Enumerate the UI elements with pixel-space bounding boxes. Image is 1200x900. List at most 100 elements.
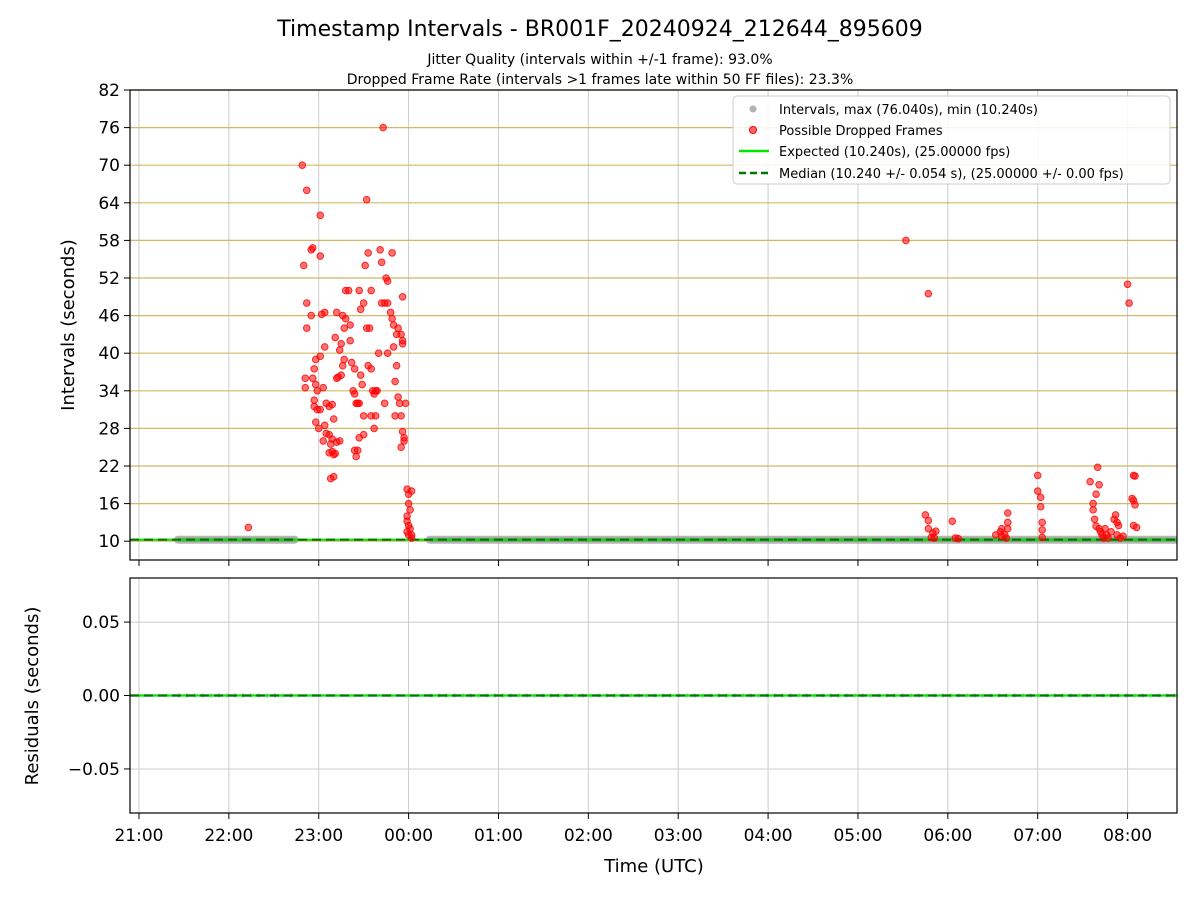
dropped-frame-point [1114,521,1123,530]
dropped-frame-point [1038,526,1046,534]
dropped-frame-point [1003,518,1012,527]
dropped-frame-point [371,412,380,420]
dropped-frame-point [924,524,933,533]
dropped-frame-point [1089,499,1097,508]
y-tick-label: 70 [98,156,120,176]
dropped-frame-point [320,421,329,430]
dropped-frame-point [1089,506,1097,514]
dropped-frame-point [307,311,316,320]
dropped-frame-point [355,286,363,295]
x-axis-label: Time (UTC) [603,856,704,877]
dropped-frame-point [902,236,910,245]
x-tick-label: 08:00 [1103,826,1152,846]
dropped-frame-point [407,534,416,542]
dropped-frame-point [302,186,311,195]
dropped-frame-point [1123,280,1132,289]
y-tick-label: 58 [98,231,120,251]
dropped-frame-point [244,523,253,532]
dropped-frame-point [311,418,320,426]
figure-subtitle-jitter: Jitter Quality (intervals within +/-1 fr… [426,52,772,68]
dropped-frame-point [337,371,345,379]
dropped-frame-point [374,349,383,358]
dropped-frame-point [365,324,374,332]
dropped-frame-point [316,352,325,361]
legend-box [732,95,1171,185]
dropped-frame-point [346,321,354,329]
dropped-frame-point [954,534,963,543]
dropped-frame-point [398,340,407,348]
legend: Intervals, max (76.040s), min (10.240s) P… [732,95,1171,185]
dropped-frame-point [997,532,1006,540]
y-tick-label: 28 [98,419,120,439]
legend-label: Intervals, max (76.040s), min (10.240s) [779,103,1038,118]
dropped-frame-point [319,383,328,392]
dropped-frame-point [335,437,344,445]
dropped-frame-point [314,424,323,433]
legend-label: Median (10.240 +/- 0.054 s), (25.00000 +… [779,167,1124,182]
dropped-frame-point [1003,524,1012,533]
dropped-frame-point [329,472,338,481]
dropped-frame-point [1107,528,1115,536]
dropped-frame-point [383,277,392,285]
dropped-frame-point [346,336,354,345]
y-tick-label: 10 [98,532,120,552]
dropped-frame-point [1111,511,1120,519]
dropped-frame-point [299,261,308,270]
dropped-frame-point [383,299,392,307]
dropped-frame-point [341,314,350,323]
dropped-frame-point [388,314,396,323]
dropped-frame-point [298,161,307,169]
dropped-frame-point [355,434,363,442]
dropped-frame-point [401,399,410,408]
dropped-frame-point [924,289,933,298]
dropped-frame-point [1132,523,1141,532]
x-tick-label: 00:00 [384,826,433,846]
dropped-frame-point [1038,533,1046,542]
x-tick-label: 21:00 [114,826,163,846]
dropped-frame-point [320,343,329,351]
legend-interval-marker [749,105,757,113]
x-tick-label: 07:00 [1013,826,1062,846]
dropped-frame-point [332,308,341,317]
dropped-frame-point [404,499,413,508]
dropped-frame-point [301,374,310,383]
y-tick-label: 64 [98,194,120,214]
y-tick-label: 52 [98,269,120,289]
dropped-frame-point [350,365,359,373]
y-tick-label: 0.00 [82,687,120,707]
dropped-frame-point [921,511,930,519]
y-tick-label: −0.05 [68,760,120,780]
dropped-frame-point [1036,502,1045,511]
dropped-frame-point [308,374,317,383]
dropped-frame-point [338,361,347,370]
dropped-frame-point [391,412,399,420]
residuals-plot: Residuals (seconds) Time (UTC) 0.05 0.00 −… [22,577,1178,877]
dropped-frame-point [316,211,325,220]
dropped-frame-point [313,387,322,395]
dropped-frame-point [325,449,334,457]
dropped-frame-point [389,343,398,351]
dropped-frame-point [388,249,396,257]
dropped-frame-point [362,195,371,204]
y-tick-label: 22 [98,457,120,477]
intervals-data [130,123,1177,544]
dropped-frame-point [1125,299,1133,307]
y-tick-label: 82 [98,81,120,101]
dropped-frame-point [394,324,402,332]
dropped-frame-point [1119,532,1127,540]
dropped-frame-point [358,380,366,389]
dropped-frame-point [301,383,310,392]
dropped-frame-point [1033,471,1042,480]
dropped-frame-point [364,249,372,257]
dropped-frame-point [328,435,337,443]
dropped-frame-point [310,396,319,405]
dropped-frame-point [340,355,348,364]
dropped-frame-point [377,258,386,267]
figure-title: Timestamp Intervals - BR001F_20240924_21… [276,17,922,42]
dropped-frame-point [340,324,348,332]
y-tick-label: 0.05 [82,613,120,633]
dropped-frame-point [1093,463,1102,472]
dropped-frame-point [350,446,359,455]
dropped-frame-point [347,358,356,367]
x-tick-label: 06:00 [923,826,972,846]
